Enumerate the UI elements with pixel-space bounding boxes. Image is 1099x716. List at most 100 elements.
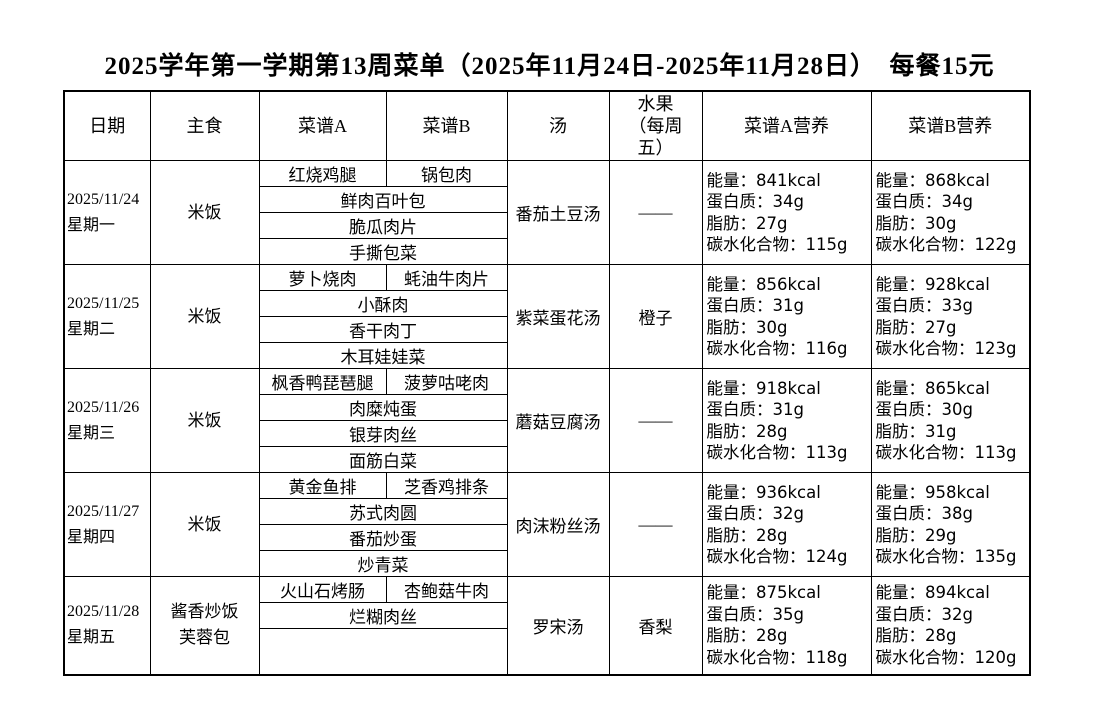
- dish-b-cell: 芝香鸡排条: [385, 472, 508, 499]
- nutrition-line: 脂肪：28g: [875, 626, 957, 646]
- staple-text: 芙蓉包: [179, 628, 230, 648]
- shared-dish-cell: 鲜肉百叶包: [258, 186, 508, 213]
- dish-a-cell: 枫香鸭琵琶腿: [258, 368, 387, 395]
- shared-dish-cell: 烂糊肉丝: [258, 602, 508, 629]
- soup-cell: 罗宋汤: [506, 576, 610, 675]
- nutrition-b-cell: 能量：958kcal 蛋白质：38g 脂肪：29g 碳水化合物：135g: [870, 472, 1031, 577]
- nutrition-b-cell: 能量：928kcal 蛋白质：33g 脂肪：27g 碳水化合物：123g: [870, 264, 1031, 369]
- nutrition-line: 能量：856kcal: [706, 274, 821, 294]
- staple-cell: 米饭: [149, 368, 260, 473]
- header-soup: 汤: [506, 90, 610, 161]
- nutrition-line: 脂肪：30g: [875, 213, 957, 233]
- dish-b-cell: 菠萝咕咾肉: [385, 368, 508, 395]
- dish-a-cell: 黄金鱼排: [258, 472, 387, 499]
- soup-cell: 蘑菇豆腐汤: [506, 368, 610, 473]
- nutrition-line: 能量：868kcal: [875, 170, 990, 190]
- dish-b-cell: 杏鲍菇牛肉: [385, 576, 508, 603]
- nutrition-line: 能量：928kcal: [875, 274, 990, 294]
- nutrition-line: 碳水化合物：122g: [875, 235, 1017, 254]
- date-cell: 2025/11/26 星期三: [63, 368, 151, 473]
- shared-dish-cell: 苏式肉圆: [258, 498, 508, 525]
- date-text: 2025/11/24: [67, 190, 140, 208]
- date-text: 2025/11/28: [67, 603, 140, 621]
- table-row-friday: 2025/11/28 星期五 酱香炒饭 芙蓉包 火山石烤肠 杏鲍菇牛肉 罗宋汤 …: [63, 576, 1031, 675]
- nutrition-line: 能量：958kcal: [875, 482, 990, 502]
- shared-dish-cell: 小酥肉: [258, 290, 508, 317]
- date-cell: 2025/11/27 星期四: [63, 472, 151, 577]
- staple-text: 米饭: [187, 514, 222, 534]
- nutrition-line: 脂肪：28g: [706, 525, 788, 545]
- nutrition-a-cell: 能量：936kcal 蛋白质：32g 脂肪：28g 碳水化合物：124g: [701, 472, 872, 577]
- table-row-thursday: 2025/11/27 星期四 米饭 黄金鱼排 芝香鸡排条 肉沫粉丝汤 —— 能量…: [63, 472, 1031, 577]
- fruit-cell: 橙子: [608, 264, 703, 369]
- nutrition-line: 碳水化合物：113g: [875, 443, 1017, 462]
- nutrition-line: 蛋白质：34g: [875, 192, 973, 211]
- dish-a-cell: 火山石烤肠: [258, 576, 387, 603]
- nutrition-line: 碳水化合物：120g: [875, 647, 1017, 667]
- staple-text: 米饭: [187, 306, 222, 326]
- soup-cell: 肉沫粉丝汤: [506, 472, 610, 577]
- nutrition-line: 碳水化合物：113g: [706, 443, 848, 462]
- date-cell: 2025/11/24 星期一: [63, 160, 151, 265]
- header-recipe-b: 菜谱B: [385, 90, 508, 161]
- dish-b-cell: 蚝油牛肉片: [385, 264, 508, 291]
- nutrition-line: 蛋白质：32g: [875, 604, 973, 624]
- shared-dish-cell: 炒青菜: [258, 550, 508, 577]
- dish-a-cell: 萝卜烧肉: [258, 264, 387, 291]
- nutrition-line: 蛋白质：32g: [706, 504, 804, 523]
- weekday-text: 星期三: [67, 424, 116, 442]
- menu-table: 日期 主食 菜谱A 菜谱B 汤 水果 （每周 五） 菜谱A营养 菜谱B营养 20…: [63, 90, 1031, 676]
- header-staple: 主食: [149, 90, 260, 161]
- nutrition-line: 蛋白质：35g: [706, 604, 804, 624]
- header-fruit-line: 五）: [637, 138, 674, 158]
- shared-dish-cell: 木耳娃娃菜: [258, 342, 508, 369]
- date-text: 2025/11/26: [67, 398, 140, 416]
- nutrition-b-cell: 能量：868kcal 蛋白质：34g 脂肪：30g 碳水化合物：122g: [870, 160, 1031, 265]
- fruit-cell: 香梨: [608, 576, 703, 675]
- nutrition-a-cell: 能量：918kcal 蛋白质：31g 脂肪：28g 碳水化合物：113g: [701, 368, 872, 473]
- nutrition-line: 碳水化合物：116g: [706, 339, 848, 358]
- nutrition-line: 脂肪：28g: [706, 626, 788, 646]
- header-fruit-line: 水果: [637, 94, 674, 114]
- staple-text: 米饭: [187, 202, 222, 222]
- nutrition-a-cell: 能量：856kcal 蛋白质：31g 脂肪：30g 碳水化合物：116g: [701, 264, 872, 369]
- dish-b-cell: 锅包肉: [385, 160, 508, 187]
- soup-cell: 番茄土豆汤: [506, 160, 610, 265]
- header-nutrition-a: 菜谱A营养: [701, 90, 872, 161]
- date-text: 2025/11/25: [67, 294, 140, 312]
- nutrition-line: 蛋白质：33g: [875, 296, 973, 315]
- nutrition-line: 能量：918kcal: [706, 378, 821, 398]
- nutrition-line: 脂肪：27g: [706, 213, 788, 233]
- shared-dish-cell: 脆瓜肉片: [258, 212, 508, 239]
- header-date: 日期: [63, 90, 151, 161]
- nutrition-line: 碳水化合物：123g: [875, 339, 1017, 358]
- nutrition-line: 能量：875kcal: [706, 583, 821, 603]
- nutrition-b-cell: 能量：865kcal 蛋白质：30g 脂肪：31g 碳水化合物：113g: [870, 368, 1031, 473]
- header-nutrition-b: 菜谱B营养: [870, 90, 1031, 161]
- shared-dish-cell: 肉糜炖蛋: [258, 394, 508, 421]
- date-cell: 2025/11/25 星期二: [63, 264, 151, 369]
- date-cell: 2025/11/28 星期五: [63, 576, 151, 675]
- empty-dish-cell: [258, 628, 508, 675]
- nutrition-line: 能量：894kcal: [875, 583, 990, 603]
- soup-cell: 紫菜蛋花汤: [506, 264, 610, 369]
- weekday-text: 星期一: [67, 216, 116, 234]
- staple-cell: 米饭: [149, 472, 260, 577]
- nutrition-line: 脂肪：28g: [706, 421, 788, 441]
- dish-a-cell: 红烧鸡腿: [258, 160, 387, 187]
- staple-cell: 米饭: [149, 264, 260, 369]
- weekday-text: 星期五: [67, 629, 116, 647]
- fruit-cell: ——: [608, 472, 703, 577]
- shared-dish-cell: 番茄炒蛋: [258, 524, 508, 551]
- header-fruit: 水果 （每周 五）: [608, 90, 703, 161]
- staple-text: 米饭: [187, 410, 222, 430]
- nutrition-line: 脂肪：27g: [875, 317, 957, 337]
- staple-cell: 米饭: [149, 160, 260, 265]
- header-fruit-line: （每周: [628, 116, 683, 136]
- nutrition-line: 脂肪：31g: [875, 421, 957, 441]
- shared-dish-cell: 香干肉丁: [258, 316, 508, 343]
- weekday-text: 星期二: [67, 320, 116, 338]
- nutrition-line: 蛋白质：31g: [706, 400, 804, 419]
- page-title: 2025学年第一学期第13周菜单（2025年11月24日-2025年11月28日…: [104, 53, 995, 80]
- nutrition-line: 脂肪：30g: [706, 317, 788, 337]
